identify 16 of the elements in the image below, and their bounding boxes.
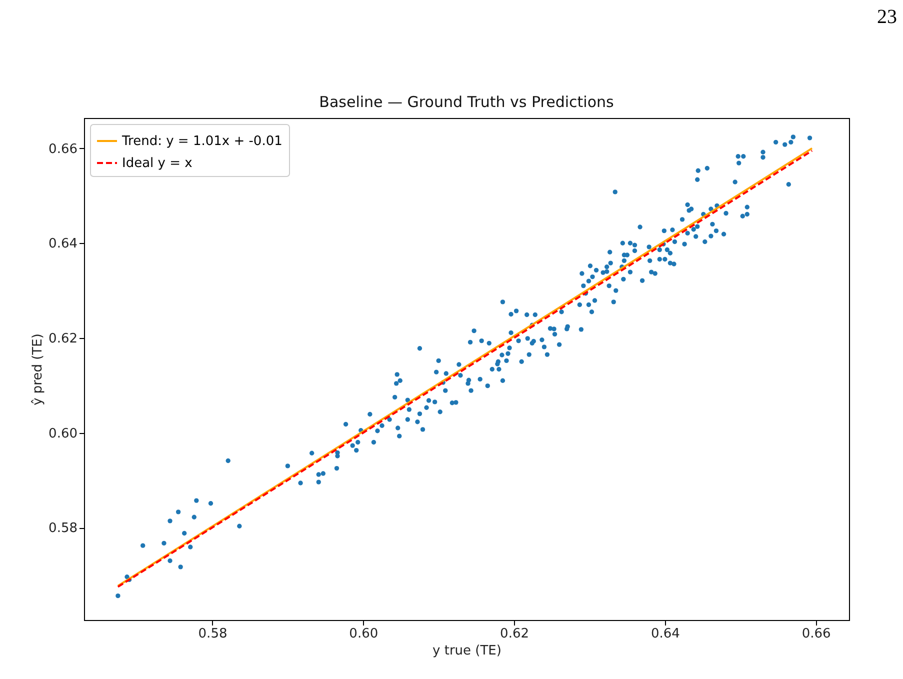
x-tick-label: 0.60: [349, 626, 378, 642]
y-tick-label: 0.62: [48, 331, 78, 346]
x-tick-label: 0.58: [198, 626, 228, 642]
legend-label: Trend: y = 1.01x + -0.01: [121, 134, 282, 149]
x-axis-title: y true (TE): [432, 644, 502, 658]
y-axis-title: ŷ pred (TE): [30, 334, 46, 406]
legend-label: Ideal y = x: [122, 156, 193, 171]
y-tick-label: 0.64: [48, 236, 78, 252]
chart-title: Baseline — Ground Truth vs Predictions: [319, 93, 614, 111]
x-tick-label: 0.62: [500, 626, 530, 642]
y-tick-label: 0.66: [48, 142, 78, 157]
x-tick-label: 0.64: [650, 626, 680, 642]
x-tick-label: 0.66: [802, 626, 831, 642]
y-tick-label: 0.60: [48, 426, 78, 442]
y-tick-label: 0.58: [48, 521, 78, 536]
text: 23: [877, 6, 897, 29]
